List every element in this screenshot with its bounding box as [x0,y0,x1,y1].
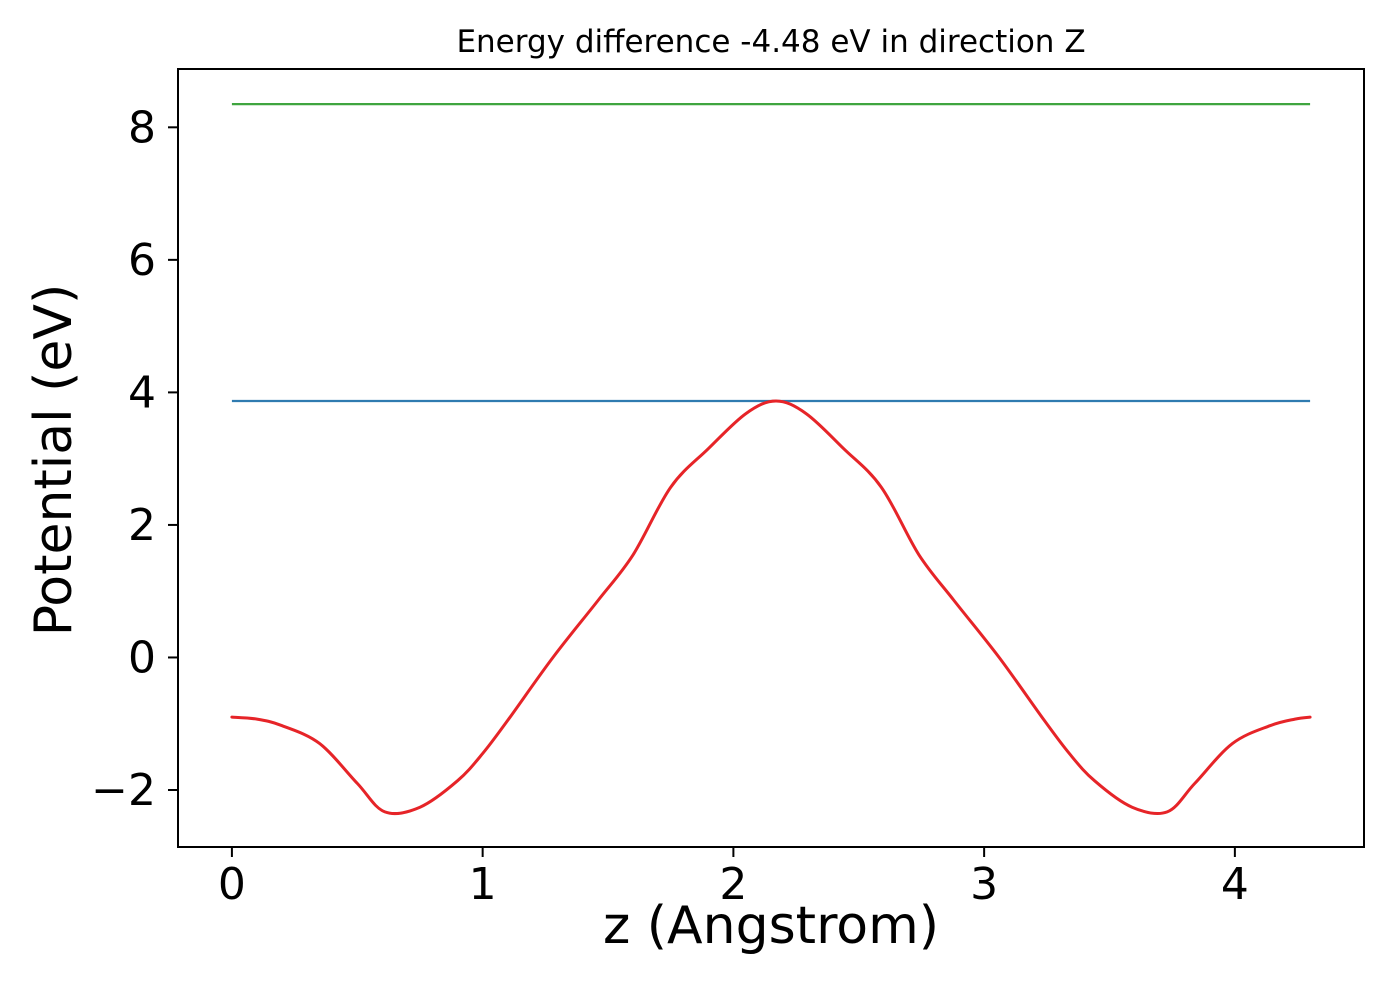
y-tick-label: 0 [128,632,156,683]
x-tick-label: 3 [970,859,998,910]
x-tick-label: 1 [469,859,497,910]
y-axis-ticks: −2 0 2 4 6 8 [91,102,178,816]
chart-title: Energy difference -4.48 eV in direction … [456,24,1086,60]
y-tick-label: −2 [91,765,156,816]
potential-curve [230,399,1312,816]
x-axis-label: z (Angstrom) [602,896,940,956]
x-tick-label: 2 [719,859,747,910]
y-tick-label: 2 [128,500,156,551]
y-tick-label: 6 [128,235,156,286]
y-axis-label: Potential (eV) [24,283,84,637]
x-tick-label: 0 [218,859,246,910]
y-tick-label: 8 [128,102,156,153]
x-tick-label: 4 [1221,859,1249,910]
y-tick-label: 4 [128,367,156,418]
plot-frame [177,68,1365,848]
x-axis-ticks: 0 1 2 3 4 [218,847,1249,910]
